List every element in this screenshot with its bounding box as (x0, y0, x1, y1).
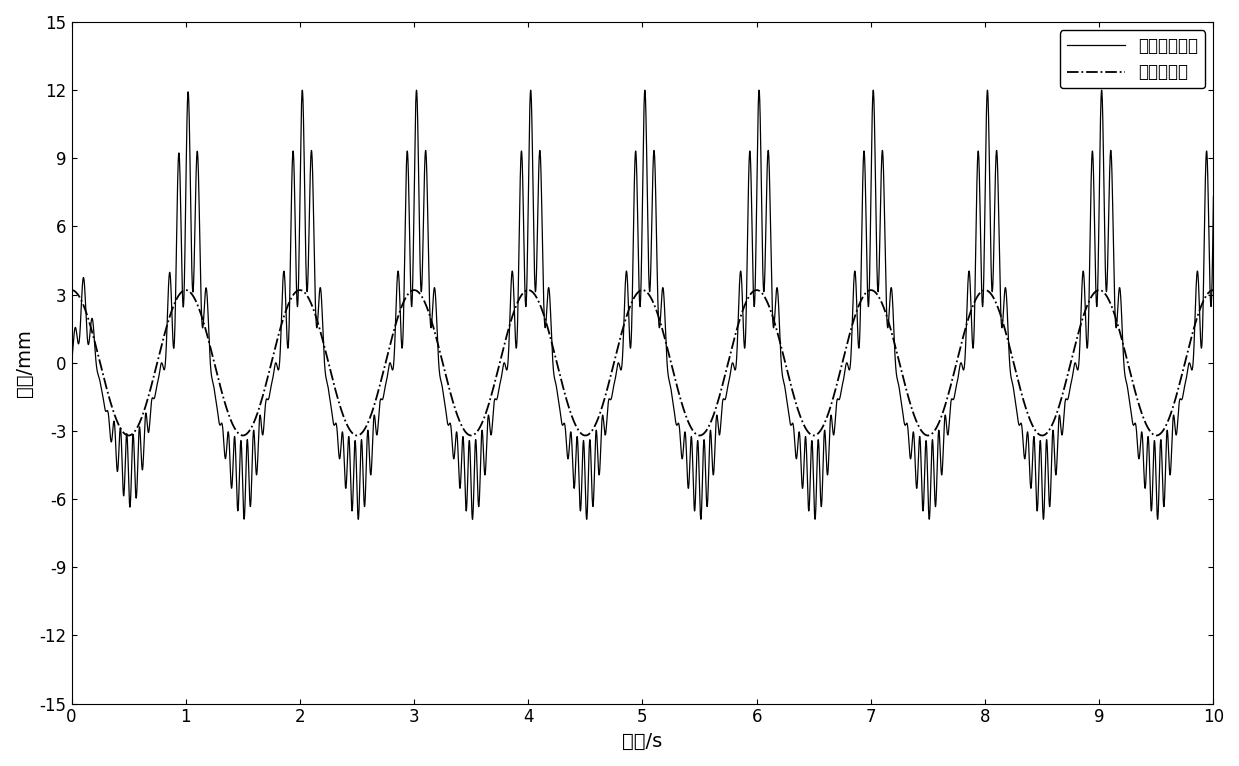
复合式俧能器 (1146, 463, 1161, 472)
复合式俧能器 (112, 447, 126, 457)
复合式俧能器 (622, 339, 637, 348)
Line: 复合式俧能器: 复合式俧能器 (72, 90, 1213, 519)
复合式俧能器 (133, 424, 147, 433)
复合式俧能器 (1094, 86, 1109, 95)
传统俧能器 (133, 417, 147, 427)
复合式俧能器 (351, 515, 366, 524)
传统俧能器 (64, 286, 79, 295)
复合式俧能器 (287, 229, 302, 238)
Line: 传统俧能器: 传统俧能器 (72, 290, 1213, 436)
Y-axis label: 位移/mm: 位移/mm (15, 329, 33, 397)
传统俧能器 (121, 431, 136, 440)
传统俧能器 (287, 288, 302, 297)
复合式俧能器 (1206, 192, 1220, 201)
传统俧能器 (69, 288, 84, 297)
X-axis label: 时间/s: 时间/s (622, 732, 663, 751)
传统俧能器 (112, 421, 126, 430)
传统俧能器 (1206, 286, 1220, 295)
传统俧能器 (1146, 430, 1161, 439)
复合式俧能器 (69, 329, 84, 338)
传统俧能器 (622, 303, 637, 312)
复合式俧能器 (64, 358, 79, 368)
Legend: 复合式俧能器, 传统俧能器: 复合式俧能器, 传统俧能器 (1061, 31, 1206, 88)
